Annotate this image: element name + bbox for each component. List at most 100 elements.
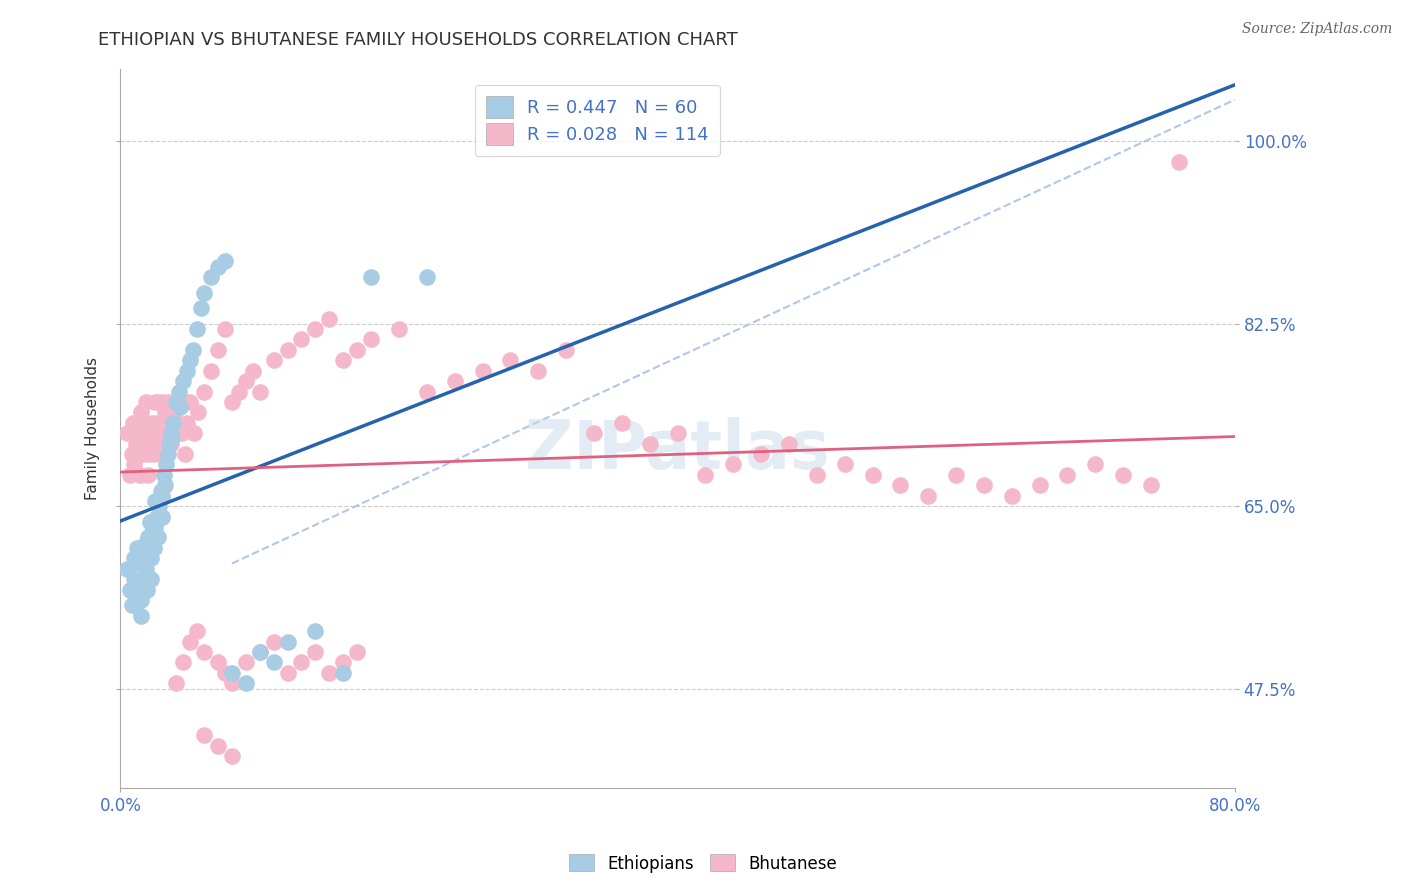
Point: [806, 467, 828, 482]
Legend: Ethiopians, Bhutanese: Ethiopians, Bhutanese: [562, 847, 844, 880]
Point: [207, 343, 229, 357]
Point: [121, 447, 143, 461]
Point: [138, 515, 160, 529]
Text: ZIPatlas: ZIPatlas: [526, 417, 830, 483]
Point: [117, 562, 139, 576]
Point: [263, 353, 285, 368]
Point: [186, 624, 208, 639]
Point: [176, 364, 198, 378]
Point: [160, 432, 183, 446]
Point: [165, 676, 187, 690]
Point: [221, 395, 243, 409]
Point: [290, 656, 312, 670]
Point: [160, 416, 183, 430]
Point: [141, 525, 163, 540]
Point: [159, 436, 181, 450]
Point: [416, 269, 439, 284]
Point: [249, 645, 271, 659]
Point: [139, 551, 162, 566]
Point: [135, 582, 157, 597]
Point: [242, 364, 264, 378]
Point: [134, 395, 156, 409]
Point: [131, 426, 153, 441]
Point: [332, 353, 354, 368]
Point: [157, 436, 180, 450]
Point: [179, 395, 201, 409]
Point: [146, 531, 169, 545]
Point: [346, 645, 368, 659]
Point: [124, 551, 146, 566]
Point: [146, 395, 169, 409]
Point: [134, 535, 156, 549]
Point: [176, 416, 198, 430]
Point: [143, 520, 166, 534]
Point: [290, 333, 312, 347]
Point: [1056, 467, 1078, 482]
Point: [141, 416, 163, 430]
Point: [127, 541, 149, 555]
Point: [1167, 155, 1189, 169]
Point: [346, 343, 368, 357]
Point: [159, 426, 181, 441]
Point: [127, 426, 149, 441]
Point: [165, 395, 187, 409]
Point: [193, 645, 215, 659]
Point: [318, 311, 340, 326]
Point: [318, 665, 340, 680]
Point: [277, 343, 299, 357]
Point: [153, 478, 176, 492]
Point: [134, 562, 156, 576]
Point: [1084, 458, 1107, 472]
Point: [207, 260, 229, 274]
Point: [155, 416, 177, 430]
Point: [214, 665, 236, 680]
Point: [155, 458, 177, 472]
Point: [945, 467, 967, 482]
Point: [471, 364, 494, 378]
Point: [749, 447, 772, 461]
Point: [973, 478, 995, 492]
Point: [173, 447, 195, 461]
Point: [360, 269, 382, 284]
Point: [167, 395, 190, 409]
Point: [150, 509, 173, 524]
Point: [131, 608, 153, 623]
Point: [136, 531, 159, 545]
Point: [249, 384, 271, 399]
Point: [186, 322, 208, 336]
Point: [889, 478, 911, 492]
Point: [150, 489, 173, 503]
Point: [778, 436, 800, 450]
Point: [139, 436, 162, 450]
Point: [582, 426, 605, 441]
Point: [165, 416, 187, 430]
Point: [179, 353, 201, 368]
Point: [150, 416, 173, 430]
Point: [207, 739, 229, 753]
Point: [162, 416, 184, 430]
Point: [124, 572, 146, 586]
Point: [200, 364, 222, 378]
Point: [214, 254, 236, 268]
Point: [235, 656, 257, 670]
Point: [122, 416, 145, 430]
Point: [1028, 478, 1050, 492]
Point: [332, 656, 354, 670]
Point: [555, 343, 578, 357]
Point: [145, 509, 167, 524]
Point: [157, 426, 180, 441]
Point: [1112, 467, 1135, 482]
Point: [142, 447, 165, 461]
Point: [149, 483, 172, 498]
Point: [277, 665, 299, 680]
Point: [187, 405, 209, 419]
Point: [143, 494, 166, 508]
Point: [200, 269, 222, 284]
Point: [190, 301, 212, 316]
Point: [131, 405, 153, 419]
Point: [263, 656, 285, 670]
Point: [150, 489, 173, 503]
Point: [142, 541, 165, 555]
Point: [388, 322, 411, 336]
Point: [136, 467, 159, 482]
